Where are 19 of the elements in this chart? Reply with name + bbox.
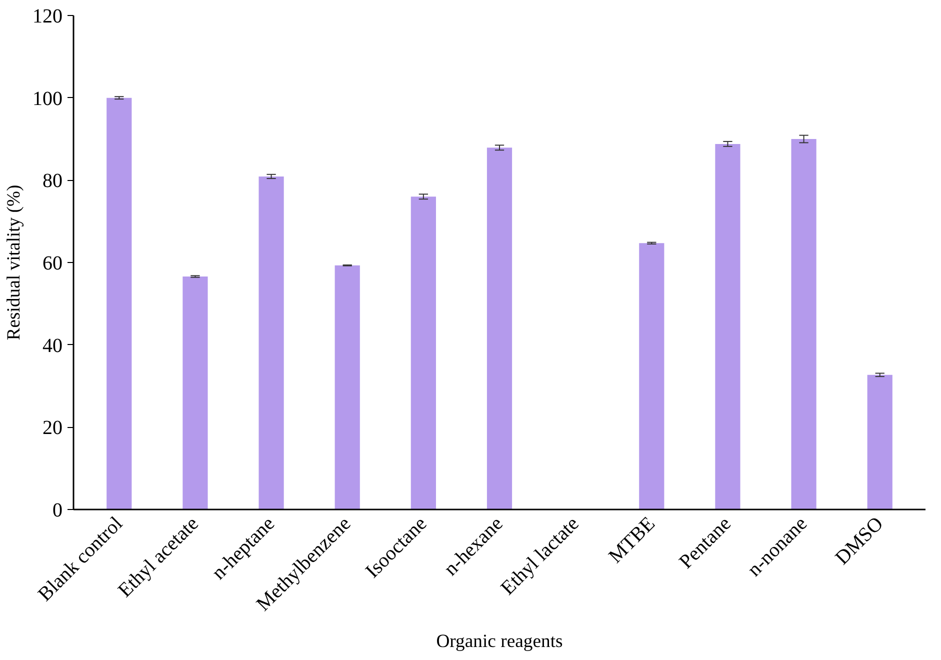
y-tick-label: 0 — [52, 500, 62, 522]
bar — [106, 98, 132, 510]
y-tick-label: 100 — [32, 88, 62, 110]
y-tick-label: 80 — [42, 170, 62, 192]
bar — [182, 276, 208, 510]
x-axis-title: Organic reagents — [436, 631, 563, 652]
bar — [715, 144, 740, 510]
bar — [486, 148, 512, 510]
y-tick-label: 120 — [32, 6, 62, 28]
bar — [334, 265, 360, 510]
y-axis-title: Residual vitality (%) — [4, 184, 24, 340]
y-tick-label: 20 — [42, 417, 62, 440]
bar — [791, 139, 816, 510]
bar — [867, 374, 892, 510]
bar — [410, 196, 436, 510]
bar — [639, 243, 664, 510]
y-tick-label: 60 — [42, 252, 62, 274]
y-tick-label: 40 — [42, 334, 62, 357]
bar — [258, 176, 284, 510]
